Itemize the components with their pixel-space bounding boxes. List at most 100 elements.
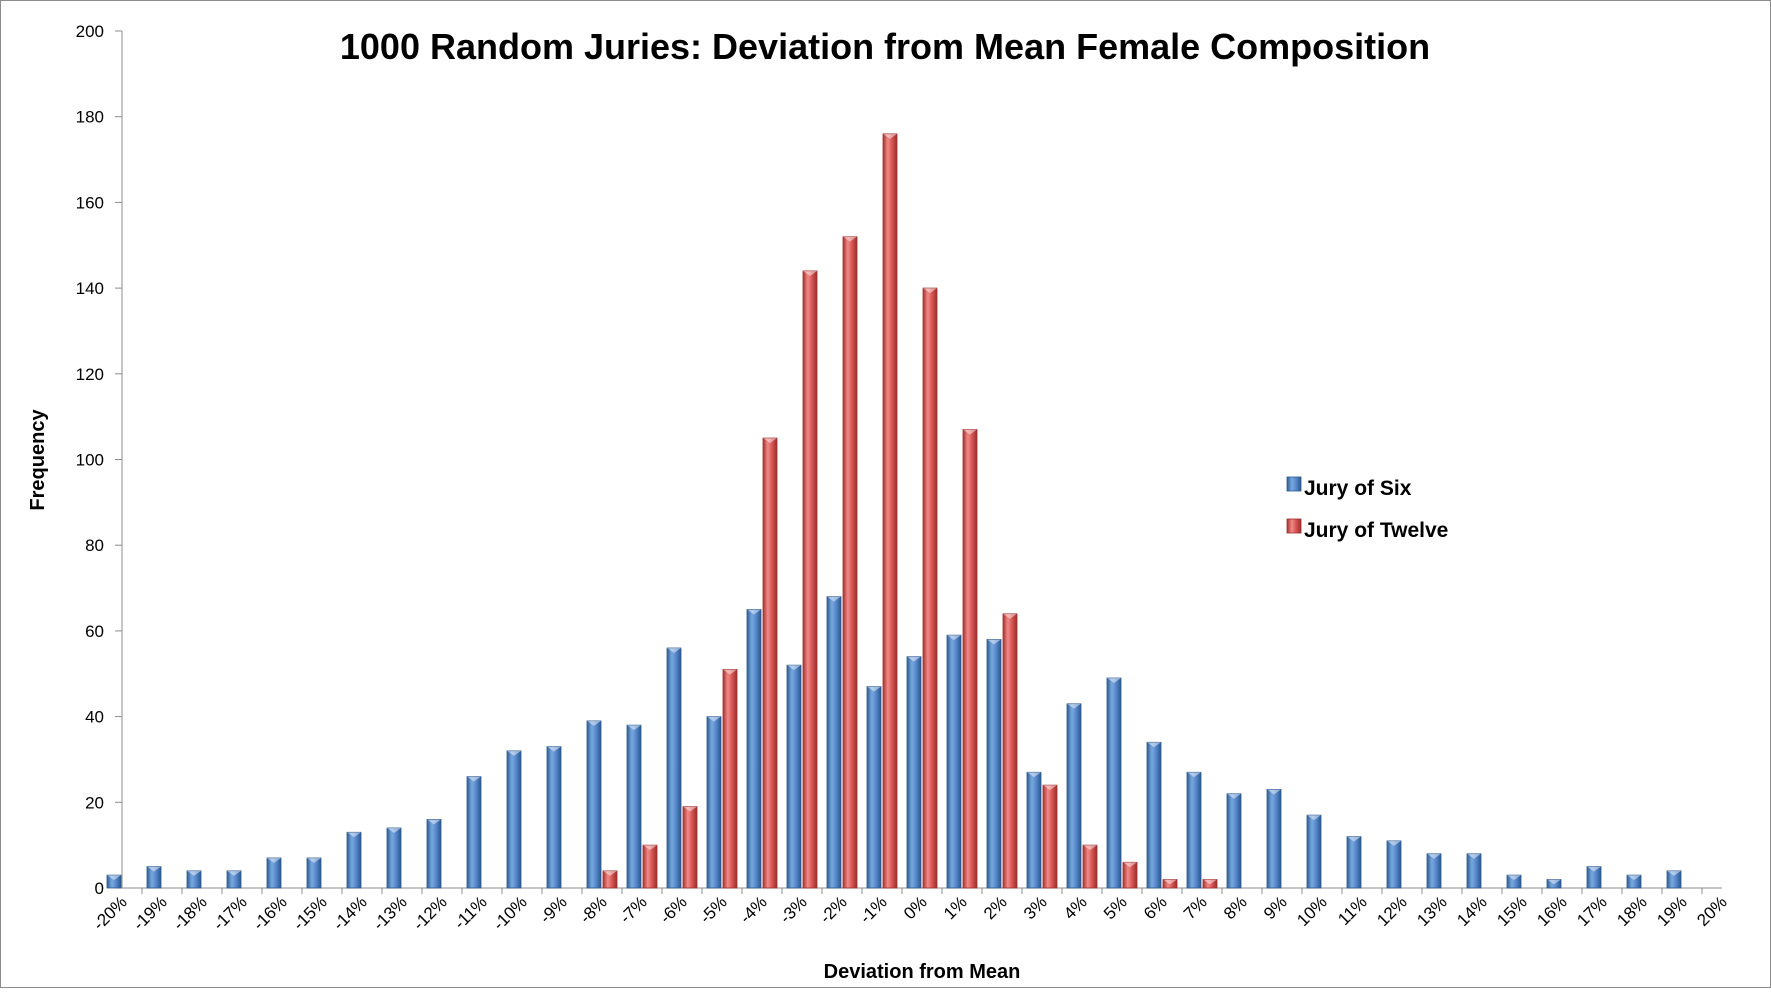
bar-jury-of-six-10pct	[506, 750, 522, 889]
y-tick-label: 20	[85, 793, 104, 812]
bar-cap-jury-of-six-3pct	[787, 665, 801, 671]
bar-cap-jury-of-six-14pct	[347, 832, 361, 838]
bar-cap-jury-of-six-2pct	[987, 639, 1001, 645]
bar-jury-of-six-17pct	[226, 870, 242, 889]
bar-cap-jury-of-twelve-6pct	[683, 806, 697, 812]
bar-cap-jury-of-six-12pct	[427, 819, 441, 825]
legend-label-jury-of-twelve: Jury of Twelve	[1304, 519, 1448, 542]
x-tick-label-5pct: -5%	[696, 892, 731, 927]
bar-cap-jury-of-six-9pct	[1267, 789, 1281, 795]
bar-jury-of-six-14pct	[346, 831, 362, 889]
bar-cap-jury-of-six-12pct	[1387, 840, 1401, 846]
bar-cap-jury-of-twelve-7pct	[643, 845, 657, 851]
bar-cap-jury-of-twelve-3pct	[803, 270, 817, 276]
x-tick-label-20pct: -20%	[89, 892, 130, 933]
x-tick-label-14pct: -14%	[329, 892, 370, 933]
x-tick-label-12pct: -12%	[409, 892, 450, 933]
bar-cap-jury-of-twelve-8pct	[603, 870, 617, 876]
bar-jury-of-six-1pct	[866, 686, 882, 889]
bar-jury-of-six-5pct	[1106, 677, 1122, 889]
x-tick-label-8pct: -8%	[576, 892, 611, 927]
x-tick-label-7pct: -7%	[616, 892, 651, 927]
x-tick-label-2pct: -2%	[816, 892, 851, 927]
x-axis: -20%-19%-18%-17%-16%-15%-14%-13%-12% -11%…	[89, 887, 1731, 934]
bar-jury-of-six-6pct	[1146, 741, 1162, 889]
bar-jury-of-six-13pct	[1426, 853, 1442, 889]
x-tick-label-20pct: 20%	[1693, 892, 1730, 929]
bar-jury-of-six-16pct	[266, 857, 282, 889]
x-tick-label-10pct: -10%	[489, 892, 530, 933]
x-tick-label-2pct: 2%	[980, 892, 1011, 923]
y-tick-label: 60	[85, 622, 104, 641]
y-axis-title: Frequency	[27, 409, 49, 511]
x-tick-label-15pct: -15%	[289, 892, 330, 933]
bar-cap-jury-of-six-15pct	[307, 858, 321, 864]
bar-cap-jury-of-six-8pct	[587, 720, 601, 726]
x-tick-label-6pct: -6%	[656, 892, 691, 927]
bar-cap-jury-of-twelve-1pct	[963, 429, 977, 435]
bar-jury-of-six-12pct	[426, 819, 442, 889]
bar-cap-jury-of-six-1pct	[947, 635, 961, 641]
bar-jury-of-six-0pct	[906, 656, 922, 889]
bar-cap-jury-of-six-4pct	[1067, 703, 1081, 709]
bar-jury-of-six-11pct	[1346, 836, 1362, 889]
x-tick-label-16pct: 16%	[1533, 892, 1570, 929]
bar-jury-of-six-5pct	[706, 716, 722, 889]
bar-cap-jury-of-six-9pct	[547, 746, 561, 752]
bar-cap-jury-of-six-7pct	[1187, 772, 1201, 778]
x-tick-label-18pct: -18%	[169, 892, 210, 933]
bar-jury-of-six-12pct	[1386, 840, 1402, 889]
bar-cap-jury-of-six-6pct	[667, 648, 681, 654]
x-tick-label-6pct: 6%	[1140, 892, 1171, 923]
legend-swatch-jury-of-twelve	[1286, 518, 1302, 534]
x-tick-label-12pct: 12%	[1373, 892, 1410, 929]
x-tick-label-9pct: 9%	[1260, 892, 1291, 923]
bar-cap-jury-of-six-10pct	[1307, 815, 1321, 821]
bar-jury-of-six-19pct	[146, 866, 162, 889]
bar-cap-jury-of-six-5pct	[1107, 678, 1121, 684]
bar-jury-of-twelve-2pct	[842, 236, 858, 889]
x-tick-label-3pct: 3%	[1020, 892, 1051, 923]
bar-cap-jury-of-six-20pct	[107, 875, 121, 881]
x-tick-label-7pct: 7%	[1180, 892, 1211, 923]
bar-cap-jury-of-six-16pct	[267, 858, 281, 864]
bar-jury-of-six-15pct	[306, 857, 322, 889]
bar-jury-of-twelve-6pct	[1162, 879, 1178, 889]
bar-cap-jury-of-twelve-4pct	[1083, 845, 1097, 851]
bar-jury-of-six-4pct	[1066, 703, 1082, 889]
x-tick-label-17pct: -17%	[209, 892, 250, 933]
bar-jury-of-six-17pct	[1586, 866, 1602, 889]
bar-cap-jury-of-six-19pct	[1667, 870, 1681, 876]
bar-jury-of-six-9pct	[546, 746, 562, 889]
bar-jury-of-six-18pct	[186, 870, 202, 889]
chart-title: 1000 Random Juries: Deviation from Mean …	[340, 26, 1430, 67]
bar-jury-of-six-18pct	[1626, 874, 1642, 889]
y-tick-label: 140	[76, 279, 104, 298]
bar-cap-jury-of-twelve-0pct	[923, 288, 937, 294]
y-tick-label: 40	[85, 708, 104, 727]
bar-jury-of-twelve-5pct	[722, 669, 738, 889]
bar-cap-jury-of-twelve-2pct	[1003, 613, 1017, 619]
bar-jury-of-six-15pct	[1506, 874, 1522, 889]
y-tick-label: 100	[76, 451, 104, 470]
bar-jury-of-six-7pct	[626, 724, 642, 889]
bar-jury-of-six-10pct	[1306, 814, 1322, 889]
y-tick-label: 80	[85, 536, 104, 555]
x-tick-label-11pct: -11%	[450, 892, 491, 933]
bar-cap-jury-of-six-3pct	[1027, 772, 1041, 778]
bar-jury-of-twelve-2pct	[1002, 613, 1018, 889]
bar-jury-of-six-9pct	[1266, 789, 1282, 889]
y-tick-label: 200	[76, 22, 104, 41]
bar-jury-of-twelve-1pct	[882, 133, 898, 889]
bar-cap-jury-of-six-17pct	[227, 870, 241, 876]
bar-cap-jury-of-six-10pct	[507, 750, 521, 756]
bar-jury-of-twelve-4pct	[762, 437, 778, 889]
x-tick-label-16pct: -16%	[249, 892, 290, 933]
bar-cap-jury-of-six-13pct	[387, 828, 401, 834]
bar-cap-jury-of-twelve-7pct	[1203, 879, 1217, 885]
bar-jury-of-twelve-7pct	[1202, 879, 1218, 889]
bar-jury-of-twelve-6pct	[682, 806, 698, 889]
bar-jury-of-six-11pct	[466, 776, 482, 889]
x-tick-label-4pct: 4%	[1060, 892, 1091, 923]
